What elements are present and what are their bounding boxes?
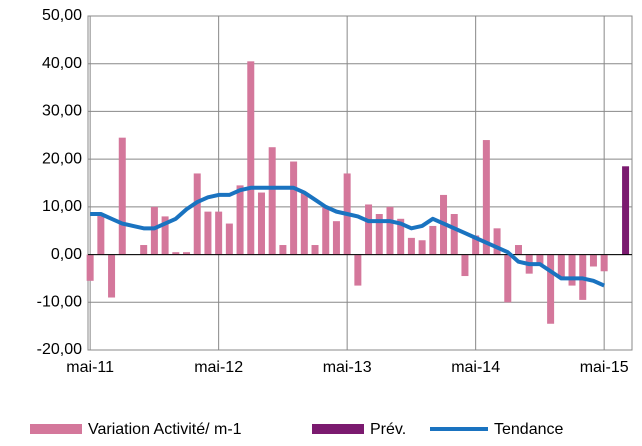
bar [268, 147, 276, 255]
bar [397, 218, 405, 255]
bar [407, 237, 415, 255]
x-tick-label: mai-11 [66, 359, 114, 376]
bar [300, 192, 308, 255]
legend-swatch [30, 424, 82, 434]
y-tick-label: 0,00 [51, 246, 82, 263]
y-tick-label: 50,00 [42, 7, 82, 24]
bar [183, 252, 191, 255]
legend-label: Prév. [370, 421, 406, 438]
bar [322, 206, 330, 255]
bar [450, 214, 458, 255]
bar [97, 214, 105, 255]
bar [589, 254, 597, 267]
y-tick-label: 20,00 [42, 150, 82, 167]
bar [472, 235, 480, 255]
bar [215, 211, 223, 255]
bar [332, 221, 340, 255]
plot-border [87, 15, 633, 351]
bar [504, 254, 512, 303]
x-tick-label: mai-13 [323, 359, 372, 376]
trend-line [90, 185, 605, 288]
bar [193, 173, 201, 255]
bar [600, 254, 608, 272]
bar [568, 254, 576, 286]
bar [557, 254, 565, 279]
legend-swatch [312, 424, 364, 434]
bar [354, 254, 362, 286]
y-tick-label: 40,00 [42, 55, 82, 72]
bar [225, 223, 233, 255]
x-tick-label: mai-14 [451, 359, 500, 376]
bar [172, 252, 180, 255]
x-tick-label: mai-12 [194, 359, 243, 376]
bar [108, 254, 116, 298]
bar [150, 206, 158, 255]
bar [247, 61, 255, 255]
bar [204, 211, 212, 255]
y-tick-label: -10,00 [37, 294, 82, 311]
bar [86, 254, 94, 281]
legend-label: Variation Activité/ m-1 [88, 421, 242, 438]
bar [279, 245, 287, 255]
y-tick-label: 30,00 [42, 103, 82, 120]
bar [257, 192, 265, 255]
bar [118, 137, 126, 255]
bar [418, 240, 426, 255]
bar [375, 214, 383, 255]
bar [429, 225, 437, 255]
bar [290, 161, 298, 255]
bar [161, 216, 169, 255]
bar [461, 254, 469, 277]
y-tick-label: -20,00 [37, 341, 82, 358]
bar [386, 206, 394, 255]
legend-label: Tendance [494, 421, 563, 438]
bar [514, 245, 522, 255]
bar [482, 140, 490, 255]
bar [536, 254, 544, 265]
bar [622, 166, 630, 255]
bar [547, 254, 555, 324]
x-tick-label: mai-15 [580, 359, 629, 376]
bar [493, 228, 501, 255]
bar [311, 245, 319, 255]
bar [365, 204, 373, 255]
y-tick-label: 10,00 [42, 198, 82, 215]
bar [236, 185, 244, 255]
bar [140, 245, 148, 255]
